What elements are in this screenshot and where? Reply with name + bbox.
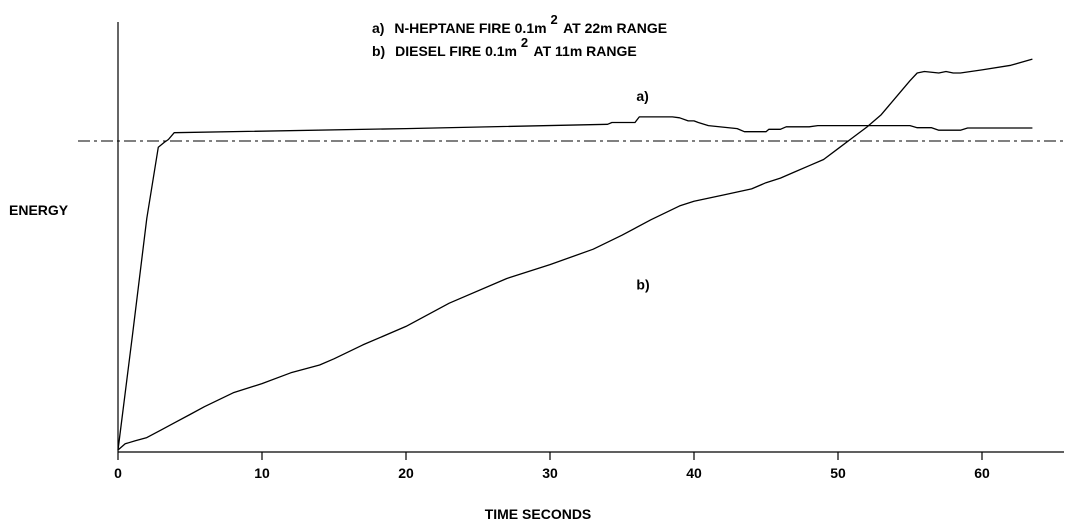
x-tick-label: 50 <box>830 465 846 481</box>
x-axis-label: TIME SECONDS <box>485 506 592 522</box>
legend-a-superscript: 2 <box>550 12 557 27</box>
legend-entry-b: b) DIESEL FIRE 0.1m 2 AT 11m RANGE <box>372 34 637 59</box>
series-labels: a) b) <box>636 88 649 292</box>
series-group <box>117 58 1033 451</box>
legend-b-letter: b) <box>372 43 385 59</box>
legend-a-letter: a) <box>372 20 384 36</box>
legend-entry-a: a) N-HEPTANE FIRE 0.1m 2 AT 22m RANGE <box>372 11 667 36</box>
x-tick-label: 60 <box>974 465 990 481</box>
series-label-a: a) <box>636 88 648 104</box>
legend-b-range: AT 11m RANGE <box>534 43 637 59</box>
y-axis-label: ENERGY <box>9 202 69 218</box>
legend-a-range: AT 22m RANGE <box>563 20 667 36</box>
x-tick-label: 20 <box>398 465 414 481</box>
x-tick-label: 0 <box>114 465 122 481</box>
legend-b-superscript: 2 <box>521 35 528 50</box>
x-tick-label: 30 <box>542 465 558 481</box>
series-line-a <box>117 116 1033 451</box>
series-label-b: b) <box>636 276 649 292</box>
x-ticks: 0 10 20 30 40 50 60 <box>114 452 990 481</box>
x-tick-label: 10 <box>254 465 270 481</box>
legend-a-text: N-HEPTANE FIRE 0.1m <box>394 20 546 36</box>
legend-b-text: DIESEL FIRE 0.1m <box>395 43 517 59</box>
series-line-b <box>117 58 1033 451</box>
x-tick-label: 40 <box>686 465 702 481</box>
